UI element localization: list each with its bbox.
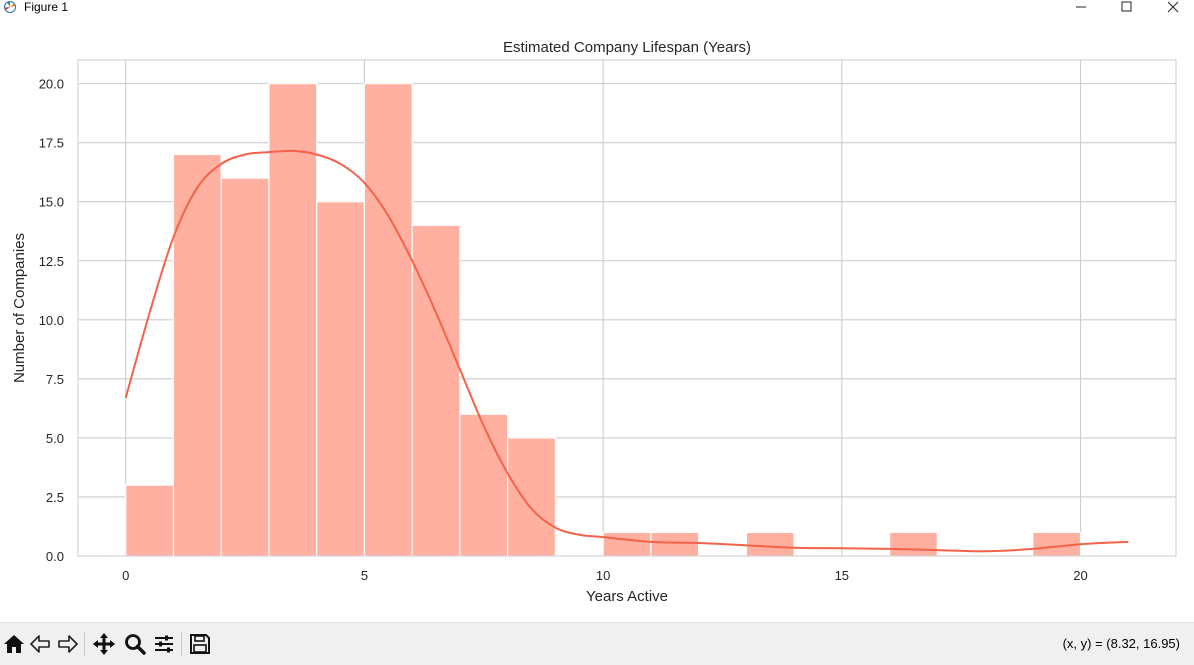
matplotlib-icon — [4, 1, 16, 13]
histogram-bar — [411, 224, 461, 557]
figure-canvas[interactable]: 0 5 10 15 20 0.0 2.5 5.0 7.5 10.0 12.5 15.0 17.5 20.… — [0, 15, 1194, 621]
axes-frame — [77, 59, 1177, 557]
y-tick-labels: 0.0 2.5 5.0 7.5 10.0 12.5 15.0 17.5 20.0 — [39, 77, 64, 564]
y-tick-label: 20.0 — [39, 77, 64, 92]
forward-button[interactable] — [54, 630, 82, 658]
x-tick-labels: 0 5 10 15 20 — [122, 568, 1088, 583]
chart-title: Estimated Company Lifespan (Years) — [503, 39, 751, 56]
x-axis-label: Years Active — [586, 588, 668, 605]
kde-curve — [124, 149, 1129, 553]
y-tick-label: 17.5 — [39, 136, 64, 151]
configure-subplots-button[interactable] — [150, 630, 178, 658]
pan-icon — [93, 633, 115, 655]
kde-curve-group — [124, 149, 1129, 553]
histogram-bar — [745, 531, 795, 557]
cursor-coordinates: (x, y) = (8.32, 16.95) — [1062, 636, 1180, 651]
y-axis-label: Number of Companies — [11, 233, 28, 383]
y-tick-label: 5.0 — [46, 431, 64, 446]
y-tick-label: 2.5 — [46, 490, 64, 505]
histogram-bar — [507, 437, 556, 557]
home-icon — [4, 635, 24, 653]
y-tick-label: 7.5 — [46, 372, 64, 387]
y-tick-label: 10.0 — [39, 313, 64, 328]
save-button[interactable] — [186, 630, 214, 658]
configure-subplots-icon — [155, 635, 173, 653]
y-tick-label: 12.5 — [39, 254, 64, 269]
toolbar-separator — [84, 632, 85, 656]
x-tick-label: 10 — [596, 568, 610, 583]
y-tick-label: 0.0 — [46, 549, 64, 564]
histogram-bar — [172, 153, 222, 557]
x-tick-label: 20 — [1073, 568, 1087, 583]
back-icon — [30, 635, 50, 653]
histogram-bar — [125, 484, 175, 557]
y-tick-label: 15.0 — [39, 195, 64, 210]
home-button[interactable] — [0, 630, 28, 658]
close-button[interactable] — [1150, 0, 1194, 15]
toolbar-separator — [181, 632, 182, 656]
histogram-bar — [888, 531, 938, 557]
histogram-bar — [268, 83, 318, 557]
histogram-bar — [602, 531, 652, 557]
maximize-button[interactable] — [1104, 0, 1150, 15]
histogram-bar — [459, 413, 509, 557]
navigation-toolbar: (x, y) = (8.32, 16.95) — [0, 622, 1194, 665]
histogram-chart[interactable]: 0 5 10 15 20 0.0 2.5 5.0 7.5 10.0 12.5 15.0 17.5 20.… — [0, 15, 1194, 621]
window-title-bar: Figure 1 — [0, 0, 1194, 15]
x-tick-label: 5 — [361, 568, 368, 583]
back-button[interactable] — [26, 630, 54, 658]
zoom-button[interactable] — [121, 630, 149, 658]
maximize-icon — [1121, 1, 1132, 12]
histogram-bar — [220, 177, 270, 557]
histogram-bar — [363, 83, 413, 557]
pan-button[interactable] — [90, 630, 118, 658]
window-title: Figure 1 — [24, 0, 69, 14]
zoom-icon — [125, 634, 146, 655]
minimize-icon — [1076, 6, 1086, 8]
histogram-bar — [650, 531, 700, 557]
x-tick-label: 15 — [835, 568, 849, 583]
forward-icon — [58, 635, 78, 653]
save-icon — [190, 634, 210, 654]
minimize-button[interactable] — [1058, 0, 1104, 15]
x-tick-label: 0 — [122, 568, 129, 583]
histogram-bars — [125, 83, 1082, 557]
histogram-bar — [316, 201, 366, 557]
close-icon — [1167, 1, 1179, 13]
